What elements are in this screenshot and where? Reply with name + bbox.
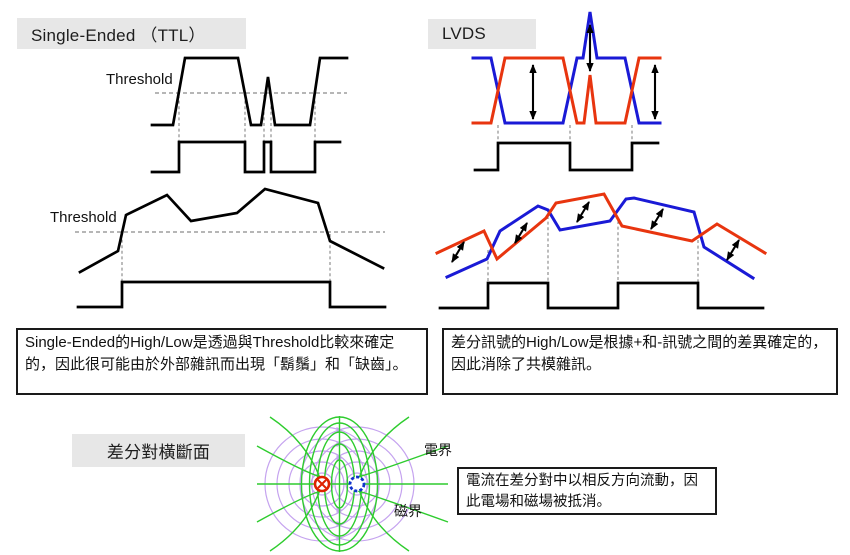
lvds-negative-signal	[471, 11, 662, 125]
ttl-slow-waveform	[75, 187, 387, 309]
ttl-slow-analog-signal	[78, 187, 385, 274]
ttl-analog-signal	[150, 56, 349, 127]
lvds-slow-waveform	[435, 192, 768, 310]
ttl-slow-digital-signal	[76, 280, 387, 309]
difference-arrow	[514, 222, 528, 244]
lvds-slow-positive-signal	[435, 192, 768, 262]
lvds-description: 差分訊號的High/Low是根據+和-訊號之間的差異確定的，因此消除了共模雜訊。	[451, 334, 828, 374]
electric-field-line	[256, 490, 322, 523]
ttl-digital-signal	[150, 140, 342, 174]
difference-arrow	[650, 208, 664, 230]
electric-field-line	[256, 445, 322, 478]
lvds-slow-negative-signal	[445, 196, 756, 281]
current-description: 電流在差分對中以相反方向流動，因此電場和磁場被抵消。	[466, 473, 698, 511]
lvds-top-waveform	[471, 11, 662, 172]
difference-arrow	[576, 201, 590, 223]
lvds-slow-digital-signal	[438, 281, 765, 310]
single-ended-title-text: Single-Ended （TTL）	[31, 26, 206, 45]
electric-field-label: 電界	[424, 442, 452, 458]
current-description-box: 電流在差分對中以相反方向流動，因此電場和磁場被抵消。	[457, 467, 717, 515]
cross-section-title-text: 差分對橫斷面	[106, 443, 211, 462]
current-in-cross-icon	[317, 479, 327, 489]
threshold-label-top: Threshold	[106, 71, 173, 88]
electric-field-line	[358, 489, 410, 552]
lvds-digital-signal	[473, 141, 660, 172]
cross-section-title: 差分對橫斷面	[72, 434, 245, 467]
lvds-positive-signal	[471, 56, 662, 125]
electric-field-line	[269, 416, 321, 479]
single-ended-description: Single-Ended的High/Low是透過與Threshold比較來確定的…	[25, 334, 408, 374]
lvds-title: LVDS	[428, 19, 536, 49]
ttl-top-waveform	[150, 56, 349, 174]
lvds-description-box: 差分訊號的High/Low是根據+和-訊號之間的差異確定的，因此消除了共模雜訊。	[442, 328, 838, 395]
difference-arrow	[451, 241, 465, 263]
threshold-label-bottom: Threshold	[50, 209, 117, 226]
lvds-title-text: LVDS	[442, 24, 486, 43]
difference-arrow	[726, 239, 740, 261]
single-ended-description-box: Single-Ended的High/Low是透過與Threshold比較來確定的…	[16, 328, 428, 395]
magnetic-field-label: 磁界	[394, 503, 422, 519]
electric-field-line	[357, 490, 449, 523]
single-ended-title: Single-Ended （TTL）	[17, 18, 246, 49]
electric-field-line	[269, 489, 321, 552]
differential-pair-field-diagram	[256, 416, 449, 552]
electric-field-line	[358, 416, 410, 479]
electric-field-line	[357, 445, 449, 478]
conductor-current-out-icon	[348, 475, 366, 493]
